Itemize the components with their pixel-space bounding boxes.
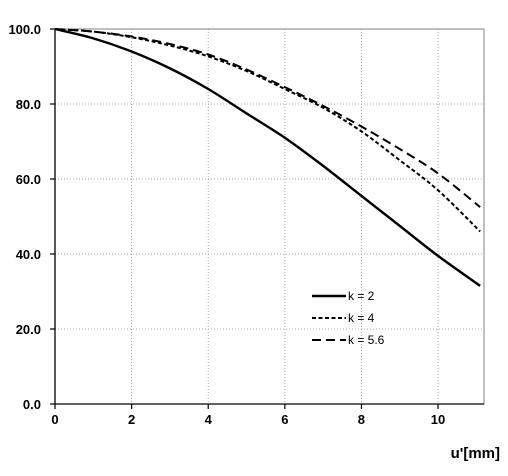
tick-marks — [50, 28, 439, 409]
x-tick-label-3: 6 — [281, 412, 288, 427]
x-tick-label-1: 2 — [128, 412, 135, 427]
y-tick-label-2: 40.0 — [16, 247, 41, 262]
x-tick-label-0: 0 — [51, 412, 58, 427]
x-tick-labels: 0 2 4 6 8 10 — [51, 412, 445, 427]
plot-frame — [54, 28, 485, 405]
legend-label-2: k = 5.6 — [348, 333, 385, 347]
grid-lines — [55, 28, 484, 404]
series-line-2 — [54, 28, 481, 208]
legend: k = 2 k = 4 k = 5.6 — [312, 289, 385, 347]
series-line-0 — [54, 27, 481, 287]
x-axis-label: u'[mm] — [451, 445, 500, 462]
y-tick-label-4: 80.0 — [16, 97, 41, 112]
y-tick-label-3: 60.0 — [16, 172, 41, 187]
x-tick-label-5: 10 — [431, 412, 445, 427]
y-tick-label-0: 0.0 — [23, 397, 41, 412]
x-tick-label-2: 4 — [205, 412, 213, 427]
y-tick-labels: 0.0 20.0 40.0 60.0 80.0 100.0 — [8, 22, 41, 412]
y-tick-label-5: 100.0 — [8, 22, 41, 37]
series-lines — [54, 27, 481, 287]
series-line-1 — [54, 28, 481, 233]
x-tick-label-4: 8 — [358, 412, 365, 427]
axes — [54, 29, 484, 405]
y-tick-label-1: 20.0 — [16, 322, 41, 337]
legend-label-1: k = 4 — [348, 311, 375, 325]
legend-label-0: k = 2 — [348, 289, 375, 303]
